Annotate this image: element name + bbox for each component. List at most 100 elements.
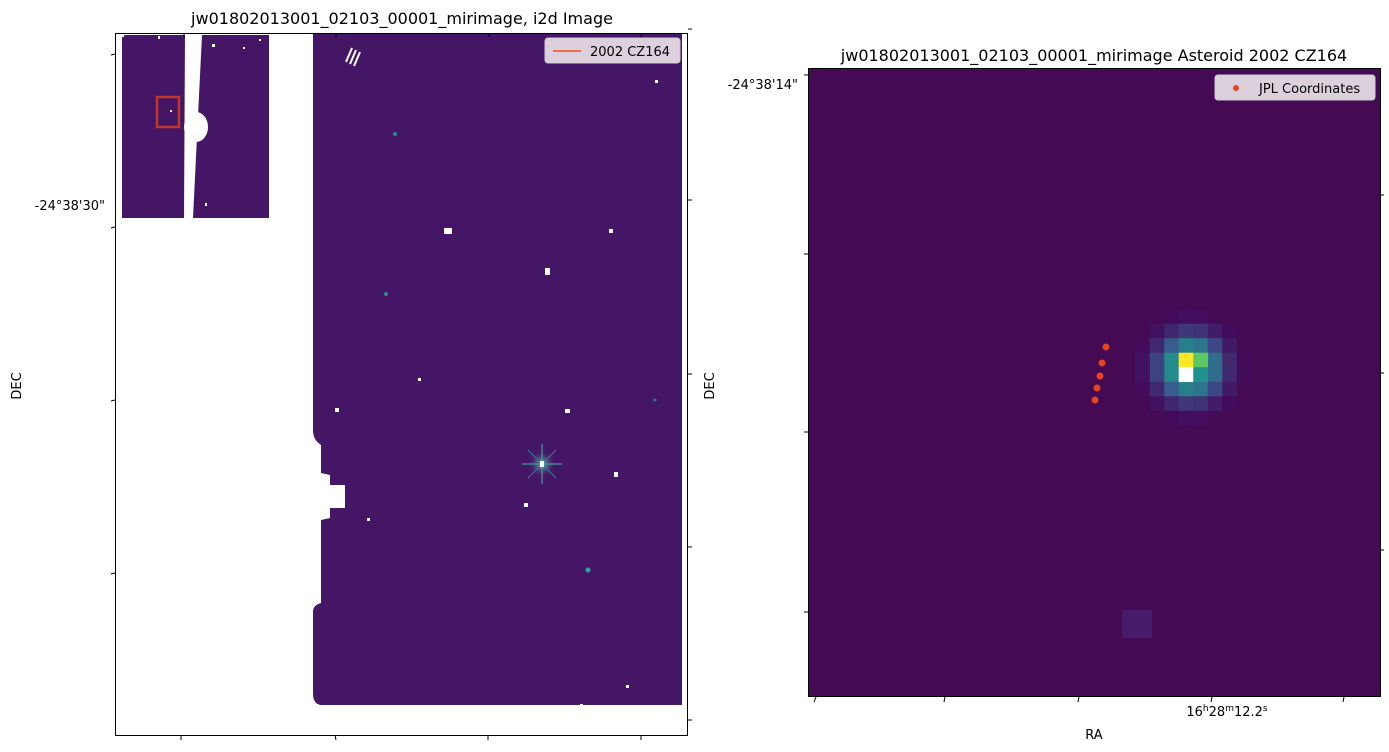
psf-peak-pixel bbox=[1193, 367, 1209, 383]
faint-star bbox=[653, 398, 657, 402]
masked-pixel bbox=[655, 80, 658, 83]
right-y-axis-label: DEC bbox=[703, 372, 718, 399]
masked-pixel bbox=[418, 378, 421, 381]
psf-pixel bbox=[1193, 381, 1209, 397]
left-legend-label: 2002 CZ164 bbox=[590, 45, 670, 60]
psf-pixel bbox=[1149, 381, 1165, 397]
psf-pixel bbox=[1178, 396, 1194, 412]
left-legend-box bbox=[544, 37, 681, 64]
jpl-coordinate-point bbox=[1093, 384, 1101, 392]
jpl-coordinate-point bbox=[1098, 359, 1106, 367]
psf-peak-pixel bbox=[1178, 367, 1194, 383]
right-y-tick-label: -24°38'14" bbox=[728, 78, 798, 93]
psf-pixel bbox=[1236, 367, 1252, 383]
masked-pixel bbox=[545, 268, 550, 275]
faint-star bbox=[585, 567, 591, 573]
psf-pixel bbox=[1236, 352, 1252, 368]
right-background bbox=[808, 68, 1380, 696]
psf-pixel bbox=[1193, 410, 1209, 426]
psf-pixel bbox=[1222, 396, 1238, 412]
psf-pixel bbox=[1207, 396, 1223, 412]
psf-pixel bbox=[1193, 338, 1209, 354]
psf-pixel bbox=[1193, 309, 1209, 325]
streak bbox=[353, 51, 361, 67]
psf-peak-pixel bbox=[1193, 352, 1209, 368]
faint-source bbox=[1122, 610, 1152, 638]
psf-pixel bbox=[1135, 352, 1151, 368]
psf-pixel bbox=[1135, 381, 1151, 397]
streak bbox=[349, 49, 357, 65]
right-x-axis-label: RA bbox=[1085, 728, 1103, 743]
psf-pixel bbox=[1149, 396, 1165, 412]
psf-pixel bbox=[1222, 381, 1238, 397]
masked-pixel bbox=[606, 718, 609, 721]
psf-pixel bbox=[1164, 367, 1180, 383]
masked-pixel bbox=[626, 685, 629, 688]
psf-pixel bbox=[1207, 323, 1223, 339]
masked-pixel bbox=[444, 228, 452, 234]
psf-pixel bbox=[1149, 367, 1165, 383]
masked-pixel bbox=[560, 712, 564, 716]
psf-pixel bbox=[1207, 338, 1223, 354]
masked-pixel bbox=[367, 518, 370, 521]
psf-peak-pixel bbox=[1178, 352, 1194, 368]
psf-pixel bbox=[1222, 323, 1238, 339]
right-axes-frame bbox=[808, 68, 1381, 697]
psf-pixel bbox=[1207, 352, 1223, 368]
left-title: jw01802013001_02103_00001_mirimage, i2d … bbox=[190, 9, 613, 29]
psf-pixel bbox=[1193, 396, 1209, 412]
masked-pixel bbox=[609, 229, 613, 233]
jpl-coordinate-point bbox=[1102, 343, 1110, 351]
psf-pixel bbox=[1193, 323, 1209, 339]
faint-star bbox=[393, 132, 397, 136]
left-field-image bbox=[313, 33, 682, 721]
masked-pixel bbox=[572, 715, 575, 718]
right-x-tick-label: 16h28m12.2s bbox=[1186, 704, 1268, 720]
psf-pixel bbox=[1222, 352, 1238, 368]
left-axes-frame bbox=[115, 33, 688, 736]
psf-pixel bbox=[1135, 338, 1151, 354]
masked-pixel bbox=[380, 711, 400, 718]
left-legend: 2002 CZ164 bbox=[544, 37, 681, 64]
psf-pixel bbox=[1149, 338, 1165, 354]
inset-thumbnail bbox=[122, 35, 269, 218]
psf-pixel bbox=[1164, 410, 1180, 426]
right-panel: jw01802013001_02103_00001_mirimage Aster… bbox=[703, 46, 1384, 743]
field-region bbox=[313, 33, 682, 705]
left-ticks bbox=[110, 28, 692, 741]
right-legend-label: JPL Coordinates bbox=[1258, 82, 1360, 97]
psf-pixel bbox=[1207, 367, 1223, 383]
right-legend-box bbox=[1214, 74, 1376, 101]
psf-pixel bbox=[1222, 367, 1238, 383]
left-y-tick-label: -24°38'30" bbox=[35, 199, 105, 214]
left-y-axis-label: DEC bbox=[10, 372, 25, 399]
psf-pixel bbox=[1164, 352, 1180, 368]
psf-pixel bbox=[1164, 338, 1180, 354]
left-panel: jw01802013001_02103_00001_mirimage, i2d … bbox=[10, 9, 692, 741]
psf-pixel bbox=[1222, 338, 1238, 354]
right-ticks bbox=[804, 74, 1384, 703]
asteroid-psf bbox=[1135, 309, 1252, 426]
psf-pixel bbox=[1178, 309, 1194, 325]
right-image bbox=[808, 68, 1380, 696]
psf-pixel bbox=[1164, 309, 1180, 325]
masked-pixel bbox=[565, 409, 570, 413]
masked-pixel bbox=[614, 472, 618, 477]
masked-pixel bbox=[580, 704, 583, 707]
psf-pixel bbox=[1164, 396, 1180, 412]
jpl-coordinate-points bbox=[1091, 343, 1110, 404]
psf-pixel bbox=[1178, 338, 1194, 354]
psf-pixel bbox=[1178, 410, 1194, 426]
faint-star bbox=[384, 292, 388, 296]
masked-pixel bbox=[598, 713, 602, 717]
masked-pixel bbox=[524, 503, 528, 507]
right-legend-dot-marker bbox=[1233, 85, 1239, 91]
jpl-coordinate-point bbox=[1091, 396, 1099, 404]
streak bbox=[345, 47, 353, 63]
psf-pixel bbox=[1135, 367, 1151, 383]
psf-pixel bbox=[1164, 381, 1180, 397]
psf-pixel bbox=[1207, 381, 1223, 397]
right-legend: JPL Coordinates bbox=[1214, 74, 1376, 101]
psf-pixel bbox=[1178, 323, 1194, 339]
